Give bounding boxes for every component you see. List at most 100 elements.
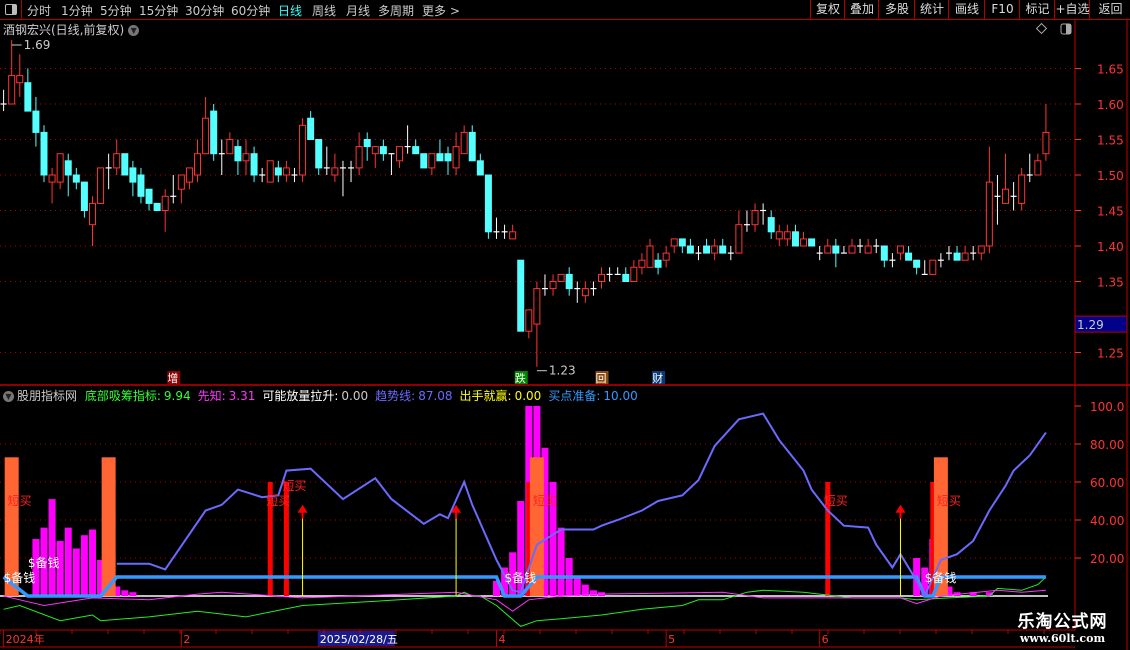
candle	[581, 281, 589, 303]
diamond-icon	[1035, 22, 1048, 35]
period-2[interactable]: 5分钟	[100, 4, 132, 18]
candle-body	[719, 245, 727, 254]
candle	[638, 253, 646, 275]
candle	[606, 267, 613, 282]
candle-body	[654, 259, 662, 268]
candle	[517, 259, 525, 332]
toolbar-button-3[interactable]: 统计	[914, 0, 949, 19]
legend-label-1: 先知:	[197, 389, 226, 403]
reserve-label: $备钱	[4, 570, 36, 585]
short-buy-bar	[526, 482, 532, 596]
period-9[interactable]: 多周期	[378, 4, 415, 18]
candle-body	[864, 245, 872, 254]
period-0[interactable]: 分时	[27, 4, 52, 18]
watermark: 乐淘公式网 www.60lt.com	[995, 607, 1130, 645]
candle	[16, 54, 24, 97]
candle	[767, 210, 775, 239]
candle	[161, 189, 169, 232]
toolbar-button-0[interactable]: 复权	[810, 0, 845, 19]
accum-bar	[573, 577, 581, 596]
candle-body	[468, 131, 476, 162]
candle	[363, 132, 371, 161]
accum-bar	[985, 592, 993, 596]
candle-body	[929, 259, 937, 275]
candle-body	[137, 174, 145, 197]
toolbar-button-4[interactable]: 画线	[948, 0, 985, 19]
reserve-label: $备钱	[505, 570, 537, 585]
period-7[interactable]: 周线	[312, 4, 337, 18]
candle	[533, 281, 541, 367]
period-3[interactable]: 15分钟	[139, 4, 179, 18]
period-5[interactable]: 60分钟	[231, 4, 271, 18]
candle	[56, 153, 64, 190]
candle	[953, 246, 961, 261]
candle	[170, 175, 177, 204]
period-6[interactable]: 日线	[278, 4, 303, 18]
indicator-name: 股朋指标网	[17, 389, 78, 403]
short-buy-label: 短买	[533, 494, 557, 508]
layout-icon-fill	[1066, 24, 1071, 34]
chevron-down-icon[interactable]: ▼	[128, 25, 140, 36]
toolbar-button-2[interactable]: 多股	[878, 0, 915, 19]
candle-body	[622, 273, 630, 282]
candle	[921, 260, 928, 275]
candle-body	[549, 281, 557, 290]
period-1[interactable]: 1分钟	[61, 4, 93, 18]
buy-ready-line	[2, 575, 1046, 598]
event-marker: 财	[652, 371, 663, 385]
toolbar-button-1[interactable]: 叠加	[844, 0, 879, 19]
accum-bar	[113, 586, 121, 596]
candle	[686, 238, 694, 254]
toolbar-button-7[interactable]: +自选	[1054, 0, 1090, 19]
candle	[428, 153, 436, 175]
candle	[1010, 182, 1017, 211]
period-4[interactable]: 30分钟	[185, 4, 225, 18]
chevron-down-icon[interactable]: ▼	[3, 391, 14, 402]
event-marker: 回	[596, 372, 607, 385]
candle	[177, 174, 185, 204]
candle-body	[8, 75, 16, 105]
date-highlight-box	[317, 631, 395, 646]
candle	[557, 273, 565, 282]
indicator-axis-label: 40.00	[1090, 514, 1124, 528]
candle	[574, 281, 581, 303]
period-toolbar: 分时 1分钟 5分钟 15分钟 30分钟 60分钟 日线 周线 月线 多周期 更多 > 复权 叠加 多股…	[0, 0, 1130, 20]
extreme-price-label: 1.69	[24, 38, 51, 52]
stock-title: 酒钢宏兴(日线,前复权)	[3, 23, 125, 37]
legend-label-4: 出手就赢:	[459, 389, 512, 403]
candle	[266, 160, 274, 183]
candle	[1026, 153, 1033, 183]
candle	[234, 139, 242, 175]
toolbar-button-5[interactable]: F10	[984, 0, 1020, 19]
candle	[460, 125, 468, 155]
candle-body	[1002, 188, 1010, 204]
candle-body	[509, 231, 517, 240]
candle	[194, 139, 202, 183]
candle	[598, 267, 606, 289]
period-10[interactable]: 更多 >	[422, 4, 460, 18]
candle-body	[1034, 160, 1042, 176]
period-8[interactable]: 月线	[346, 4, 371, 18]
candle-body	[791, 231, 799, 247]
accum-bar	[40, 527, 48, 596]
accum-bar	[48, 499, 56, 596]
price-label: 1.60	[1097, 98, 1124, 112]
panel-toggle-icon[interactable]	[0, 0, 22, 19]
toolbar-button-8[interactable]: 返回	[1089, 0, 1130, 19]
candle-body	[832, 245, 840, 254]
candle-body	[412, 146, 420, 155]
accum-bar	[129, 592, 137, 596]
candle	[202, 96, 210, 155]
legend-value-1: 3.31	[228, 389, 256, 403]
candle	[97, 167, 105, 204]
candle	[259, 167, 266, 183]
candle	[404, 125, 411, 154]
candle-body	[977, 245, 985, 254]
toolbar-button-6[interactable]: 标记	[1019, 0, 1055, 19]
candle	[291, 167, 298, 183]
candle	[751, 203, 759, 232]
indicator-axis-label: 100.0	[1090, 400, 1124, 414]
legend-value-3: 87.08	[418, 389, 453, 403]
legend-value-2: 0.00	[341, 389, 369, 403]
